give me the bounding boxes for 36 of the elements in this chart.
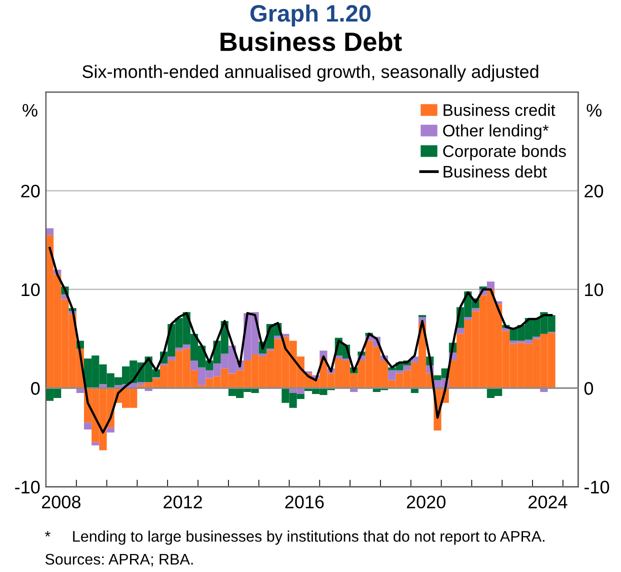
bar [472, 308, 480, 312]
source-note: Sources: APRA; RBA. [45, 554, 193, 566]
bar [456, 328, 464, 334]
y-tick-label: -10 [15, 480, 40, 494]
text: * Lending to large businesses by institutions that do not report to APRA. [44, 530, 544, 545]
legend-label: Business credit [444, 104, 556, 116]
bar [84, 422, 92, 430]
y2-tick-label: 0 [584, 382, 594, 395]
chart-title: Business Debt [220, 32, 402, 52]
line-series [48, 246, 553, 434]
y2-tick-label: 20 [584, 184, 604, 198]
y-tick-label: 20 [21, 184, 40, 198]
x-tick-label: 2024 [528, 496, 568, 508]
x-tick-label: 2008 [42, 496, 80, 508]
y-axis-title: % [22, 104, 38, 117]
legend-label: Other lending* [443, 124, 549, 140]
legend-label: Business debt [444, 165, 547, 178]
y2-tick-label: 10 [585, 283, 604, 296]
y2-tick-label: -10 [584, 480, 610, 494]
bar [334, 356, 342, 358]
bar [106, 428, 114, 433]
legend-label: Corporate bonds [443, 144, 566, 160]
caption: Graph 1.20 [250, 4, 371, 26]
bar [486, 282, 495, 290]
bar [168, 356, 176, 360]
bar [274, 336, 282, 339]
chart-subtitle: Six-month-ended annualised growth, seasonally adjusted [82, 64, 538, 82]
x-tick-label: 2020 [406, 496, 446, 508]
x-tick-label: 2012 [164, 496, 202, 508]
x-tick-label: 2016 [285, 496, 324, 508]
bar [464, 317, 472, 320]
y-tick-label: 10 [22, 283, 40, 296]
y2-axis-title: % [586, 104, 602, 117]
bar [92, 442, 100, 446]
bar [403, 365, 411, 370]
y-tick-label: 0 [31, 382, 40, 395]
